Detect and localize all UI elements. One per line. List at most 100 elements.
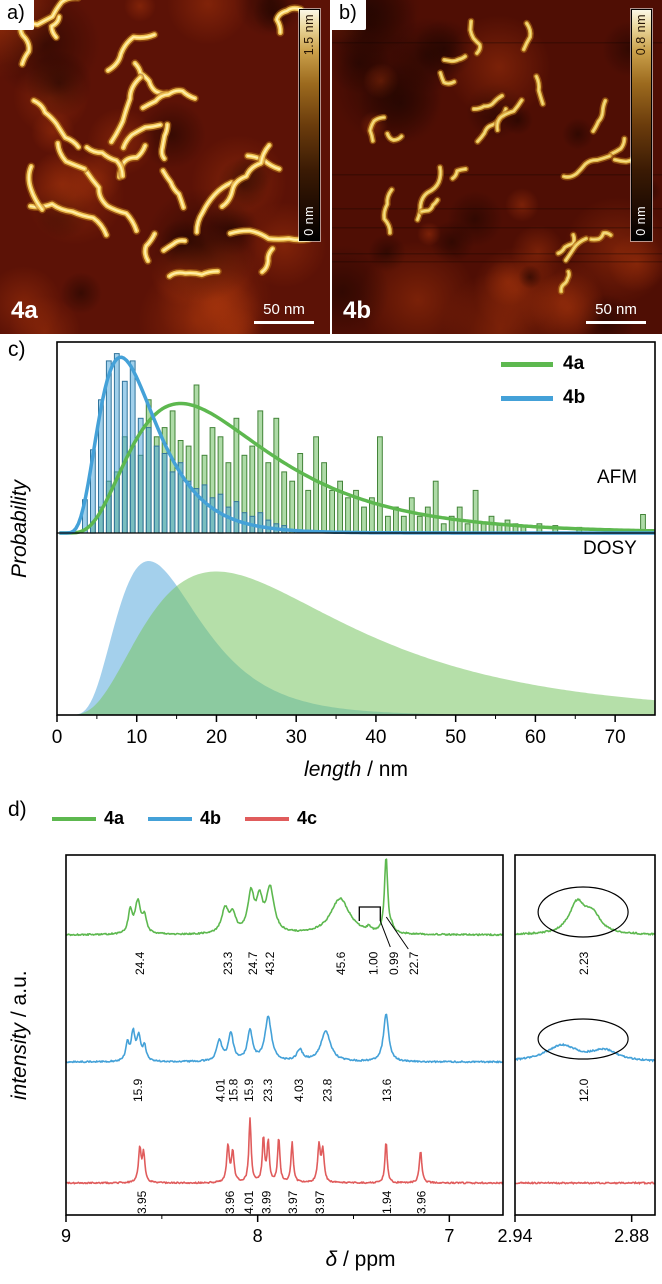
texture-blob <box>518 265 542 289</box>
fibril-core <box>141 89 196 109</box>
scalebar-b: 50 nm <box>586 301 646 324</box>
histogram-bar-4a <box>321 462 328 534</box>
x-tick-label: 70 <box>605 727 626 748</box>
x-axis-label-c: length / nm <box>57 758 655 782</box>
legend-label-4b: 4b <box>563 387 586 408</box>
nmr-trace-inset-4c <box>515 1180 656 1185</box>
nmr-trace-4c <box>65 1117 504 1185</box>
annotation-afm: AFM <box>597 467 638 488</box>
integration-label: 43.2 <box>263 951 277 975</box>
fit-curve-4a <box>59 401 656 535</box>
height-colorbar-a: 1.5 nm 0 nm <box>299 9 320 241</box>
panel-d-label: d) <box>8 798 27 821</box>
sample-label-4b: 4b <box>343 297 372 324</box>
fibril-core <box>383 189 393 234</box>
histogram-bar-4b <box>257 512 264 534</box>
fibril-core <box>56 142 86 170</box>
y-axis-label-d: intensity / a.u. <box>8 855 32 1215</box>
fibril-core <box>560 271 570 293</box>
texture-blob <box>9 296 81 334</box>
fibril-core <box>85 146 124 177</box>
y-axis-label-c: Probability <box>8 342 32 715</box>
integration-label: 23.8 <box>321 1078 335 1102</box>
peak-circle-4a <box>537 886 629 938</box>
y-axis-label-d-unit: / a.u. <box>8 970 31 1023</box>
fibril-core <box>557 234 575 254</box>
histogram-bar-4b <box>233 501 240 534</box>
texture-blob <box>414 19 474 79</box>
panel-a-label: a) <box>0 0 34 30</box>
texture-blob <box>167 0 249 45</box>
integration-label: 4.01 <box>242 1190 256 1214</box>
y-axis-label-c-text: Probability <box>8 479 31 578</box>
fibril-core <box>195 181 233 234</box>
x-tick-label: 7 <box>444 1226 454 1246</box>
x-tick-label: 50 <box>445 727 466 748</box>
integration-label: 4.03 <box>292 1078 306 1102</box>
legend-label-4a: 4a <box>104 808 125 828</box>
fibril-core <box>451 168 467 180</box>
integration-label: 1.00 <box>367 951 381 975</box>
nmr-trace-4a <box>65 858 504 937</box>
dosy-distribution-4a <box>59 571 655 715</box>
fibril-core <box>563 155 611 178</box>
fibril-core <box>261 247 274 273</box>
integration-label-inset: 12.0 <box>577 1078 591 1102</box>
nmr-trace-inset-4b <box>514 1042 656 1063</box>
x-axis-label-c-unit: / nm <box>361 758 408 781</box>
histogram-bar-4a <box>297 453 304 534</box>
integration-label: 3.96 <box>415 1190 429 1214</box>
length-distribution-chart: 0 10 20 30 40 50 60 70 <box>52 341 656 748</box>
legend-line-4a <box>52 816 96 821</box>
texture-blob <box>417 222 441 246</box>
x-axis-label-c-var: length <box>304 758 362 781</box>
texture-blob <box>332 245 389 334</box>
histogram-bar-4a <box>289 480 296 534</box>
fibril-core <box>221 144 271 208</box>
histogram-bar-4a <box>385 515 391 534</box>
legend-label-4b: 4b <box>200 808 222 828</box>
histogram-bar-4a <box>400 515 407 534</box>
x-tick-label: 2.94 <box>497 1226 532 1246</box>
integration-label: 13.6 <box>380 1078 394 1102</box>
fibril-core <box>107 33 156 72</box>
panel-b-label-text: b) <box>339 2 357 24</box>
leader-line <box>379 920 391 948</box>
texture-blob <box>358 61 442 145</box>
integration-label: 3.95 <box>135 1190 149 1214</box>
histogram-bar-4b <box>153 445 160 534</box>
scan-streak <box>332 42 662 44</box>
fibril-core <box>443 55 466 62</box>
fibril-core <box>592 100 606 132</box>
texture-blob <box>562 118 594 150</box>
plot-border <box>56 341 656 716</box>
fibril-core <box>168 270 219 278</box>
leader-line <box>385 916 409 950</box>
fibril-core <box>29 203 108 236</box>
histogram-bar-4a <box>273 417 280 534</box>
histogram-bar-4b <box>201 484 208 534</box>
fibril-core <box>160 123 169 160</box>
integration-label: 15.9 <box>242 1078 256 1102</box>
texture-blob <box>511 225 565 279</box>
colorbar-min-label: 0 nm <box>634 206 648 236</box>
integration-bracket <box>358 906 381 921</box>
colorbar-max-label: 1.5 nm <box>302 14 316 56</box>
fibril-core <box>610 138 626 155</box>
texture-blob <box>138 101 206 169</box>
integration-label: 24.7 <box>246 951 260 975</box>
integration-label: 4.01 <box>213 1078 227 1102</box>
integration-label: 22.7 <box>407 951 421 975</box>
afm-image-4a <box>0 0 330 334</box>
integration-label: 15.9 <box>131 1078 145 1102</box>
fibril-core <box>162 239 186 252</box>
integration-label-inset: 2.23 <box>577 951 591 975</box>
fibril-core <box>523 22 532 51</box>
distribution-panel-c: 0 10 20 30 40 50 60 70 c) Probability length / … <box>0 336 662 795</box>
histogram-bar-4a <box>432 480 439 534</box>
histogram-bar-4a <box>377 436 383 534</box>
legend-line-4b <box>148 816 193 821</box>
histogram-bar-4a <box>305 489 312 534</box>
x-tick-label: 40 <box>365 727 386 748</box>
histogram-bar-4b <box>225 506 232 534</box>
